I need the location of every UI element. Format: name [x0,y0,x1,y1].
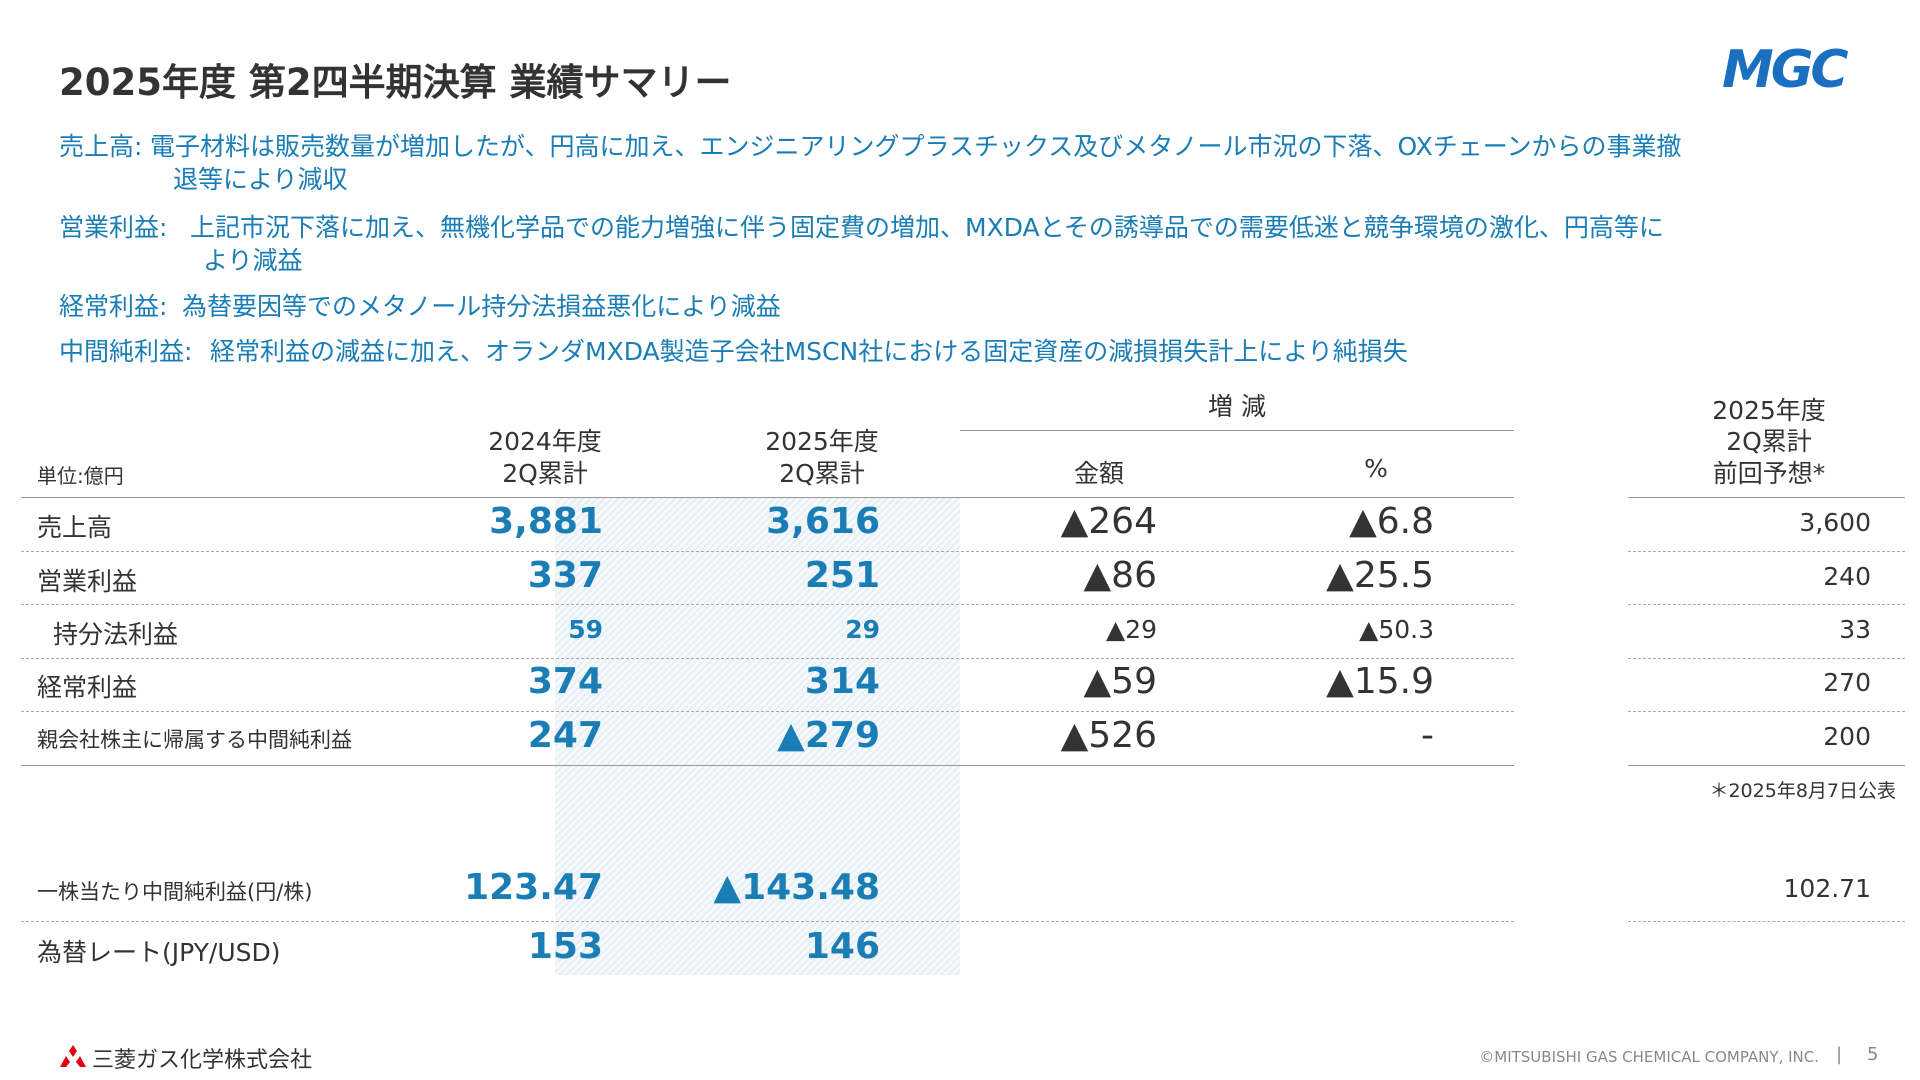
column-header: 前回予想* [1712,459,1826,488]
bullet-text: 経常利益の減益に加え、オランダMXDA製造子会社MSCN社における固定資産の減損… [210,337,1408,366]
cell-y2025: 146 [804,925,880,967]
cell-y2024: 337 [527,554,603,596]
cell-y2024: 153 [527,925,603,967]
cell-amount: ▲86 [1083,554,1158,596]
cell-pct: ▲6.8 [1349,500,1434,542]
cell-pct: ▲25.5 [1326,554,1434,596]
header-bottom [1628,497,1905,498]
bullet-label: 営業利益: [59,213,168,242]
column-header: % [1364,454,1388,483]
footnote: ＊2025年8月7日公表 [1709,780,1896,802]
cell-pct: ▲50.3 [1359,614,1434,644]
change-header: 増 減 [1208,392,1266,421]
row-label: 為替レート(JPY/USD) [37,937,281,967]
column-header: 2025年度 [765,427,879,456]
cell-forecast: 33 [1839,614,1871,644]
row-separator [1628,551,1905,552]
unit-label: 単位:億円 [37,464,124,488]
bullet-label: 売上高: [59,132,143,161]
column-header: 2Q累計 [1726,427,1812,456]
cell-y2025: ▲143.48 [713,866,880,908]
row-label: 経常利益 [37,672,138,702]
row-separator [1628,604,1905,605]
bullet-label: 経常利益: [59,292,168,321]
row-separator [21,765,1514,766]
cell-y2024: 59 [568,614,603,644]
row-separator [21,604,1514,605]
column-header: 2Q累計 [779,459,865,488]
cell-forecast: 270 [1823,667,1871,697]
row-separator [1628,921,1905,922]
row-separator [21,658,1514,659]
cell-forecast: 102.71 [1783,873,1871,903]
bullet-text: 電子材料は販売数量が増加したが、円高に加え、エンジニアリングプラスチックス及びメ… [150,132,1682,161]
column-header: 2024年度 [488,427,602,456]
title: 2025年度 第2四半期決算 業績サマリー [59,61,732,104]
row-label: 一株当たり中間純利益(円/株) [37,880,313,905]
row-separator [21,551,1514,552]
row-separator [1628,658,1905,659]
cell-amount: ▲526 [1060,714,1157,756]
bullet-text: 退等により減収 [173,165,348,194]
cell-pct: - [1421,714,1434,756]
cell-pct: ▲15.9 [1326,660,1434,702]
separator: | [1836,1044,1843,1065]
row-label: 売上高 [37,512,113,542]
bullet-text: 上記市況下落に加え、無機化学品での能力増強に伴う固定費の増加、MXDAとその誘導… [190,213,1664,242]
row-label: 親会社株主に帰属する中間純利益 [37,728,352,753]
cell-y2024: 3,881 [489,500,603,542]
column-header: 金額 [1073,459,1124,488]
cell-amount: ▲264 [1060,500,1157,542]
column-header: 2Q累計 [502,459,588,488]
cell-y2025: 251 [804,554,880,596]
cell-amount: ▲59 [1083,660,1158,702]
row-separator [21,921,1514,922]
logo: MGC [1722,40,1849,100]
column-header: 2025年度 [1712,396,1826,425]
cell-amount: ▲29 [1105,614,1157,644]
cell-y2024: 247 [527,714,603,756]
header-line [960,430,1514,431]
cell-y2025: 314 [804,660,880,702]
cell-y2025: ▲279 [777,714,880,756]
row-separator [21,711,1514,712]
bullet-text: より減益 [203,246,303,275]
cell-y2025: 29 [845,614,880,644]
cell-forecast: 240 [1823,561,1871,591]
cell-y2024: 374 [527,660,603,702]
cell-y2025: 3,616 [766,500,880,542]
row-separator [1628,765,1905,766]
cell-y2024: 123.47 [464,866,603,908]
copyright: ©MITSUBISHI GAS CHEMICAL COMPANY, INC. [1479,1048,1819,1066]
bullet-label: 中間純利益: [59,337,193,366]
cell-forecast: 3,600 [1799,507,1871,537]
bullet-text: 為替要因等でのメタノール持分法損益悪化により減益 [182,292,781,321]
header-bottom [21,497,1514,498]
row-label: 持分法利益 [53,619,179,649]
company-name: 三菱ガス化学株式会社 [92,1048,313,1073]
row-label: 営業利益 [37,566,138,596]
row-separator [1628,711,1905,712]
highlight-column [555,497,960,975]
company-mark [60,1045,86,1067]
cell-forecast: 200 [1823,721,1871,751]
page-number: 5 [1867,1044,1879,1065]
